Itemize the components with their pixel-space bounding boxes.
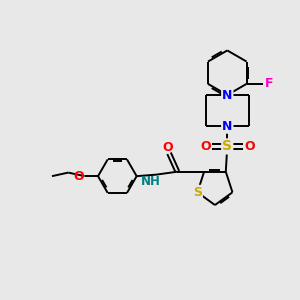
Text: N: N — [222, 120, 232, 133]
Text: O: O — [244, 140, 255, 153]
Text: NH: NH — [141, 175, 160, 188]
Text: N: N — [222, 88, 232, 101]
Text: F: F — [265, 77, 274, 90]
Text: S: S — [222, 140, 232, 153]
Text: S: S — [193, 186, 202, 199]
Text: O: O — [162, 141, 173, 154]
Text: O: O — [74, 170, 84, 183]
Text: O: O — [200, 140, 211, 153]
